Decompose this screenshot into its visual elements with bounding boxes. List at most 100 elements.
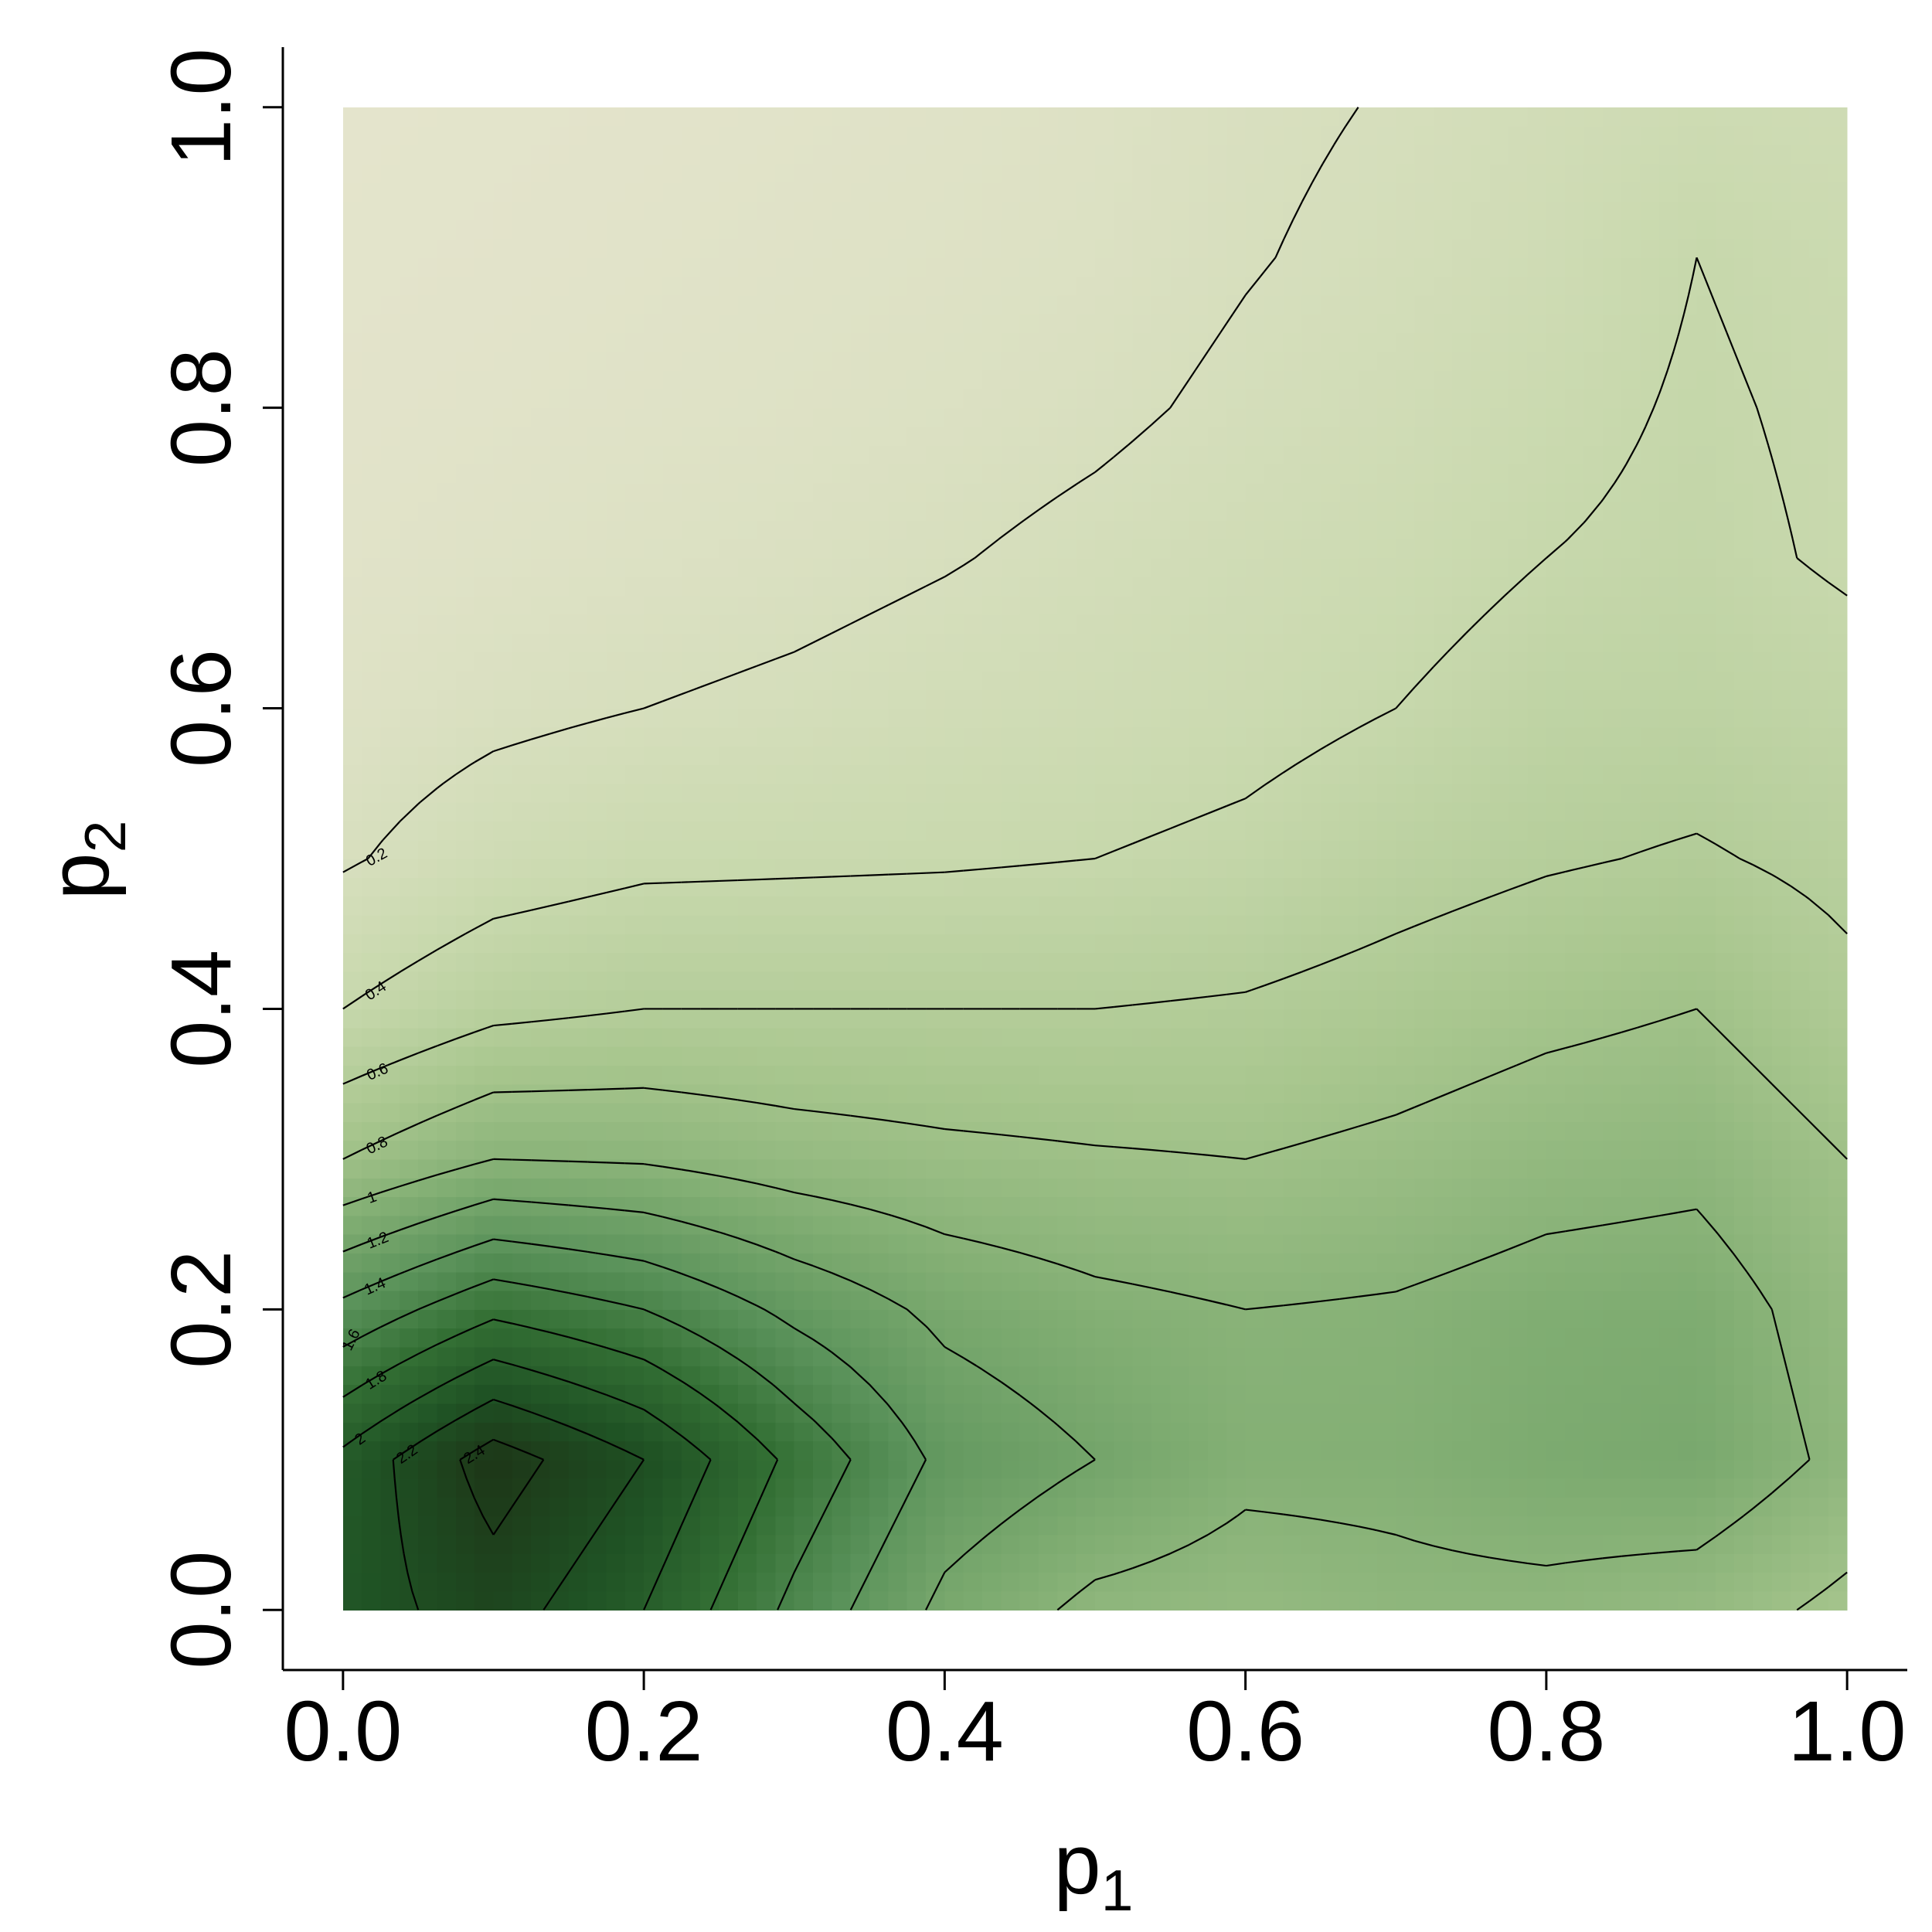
surface-cell — [474, 1009, 495, 1029]
surface-cell — [1358, 1515, 1378, 1536]
surface-cell — [1320, 1140, 1340, 1160]
surface-cell — [1001, 1009, 1021, 1029]
surface-cell — [1414, 839, 1434, 859]
surface-cell — [1658, 1497, 1679, 1517]
surface-cell — [1132, 783, 1152, 803]
surface-cell — [1565, 1271, 1585, 1291]
surface-cell — [1170, 1178, 1190, 1198]
surface-cell — [1001, 1215, 1021, 1235]
surface-cell — [1095, 633, 1114, 653]
surface-cell — [1602, 896, 1622, 916]
surface-cell — [926, 502, 945, 522]
surface-cell — [1828, 1065, 1848, 1085]
surface-cell — [1809, 934, 1829, 954]
surface-cell — [1734, 1515, 1754, 1536]
surface-cell — [700, 952, 720, 972]
surface-cell — [1527, 708, 1547, 728]
surface-cell — [1621, 1083, 1641, 1104]
surface-cell — [1170, 746, 1190, 766]
surface-cell — [1678, 1215, 1698, 1235]
surface-cell — [1114, 1553, 1134, 1573]
surface-cell — [681, 1121, 701, 1141]
surface-cell — [1170, 577, 1190, 597]
surface-cell — [982, 1215, 1002, 1235]
surface-cell — [549, 1234, 570, 1254]
surface-cell — [1170, 464, 1190, 484]
surface-cell — [1339, 990, 1359, 1010]
surface-cell — [775, 1440, 795, 1461]
surface-cell — [362, 520, 382, 540]
surface-cell — [455, 726, 475, 747]
surface-cell — [1678, 764, 1698, 784]
surface-cell — [1621, 1102, 1641, 1122]
surface-cell — [1715, 1535, 1735, 1554]
surface-cell — [1396, 1196, 1416, 1216]
surface-cell — [1039, 802, 1058, 821]
surface-cell — [1245, 1328, 1265, 1348]
surface-cell — [794, 708, 814, 728]
surface-cell — [813, 1271, 832, 1291]
surface-cell — [549, 1196, 570, 1216]
surface-cell — [568, 426, 588, 446]
surface-cell — [1414, 1366, 1434, 1386]
surface-cell — [493, 1328, 513, 1348]
surface-cell — [1264, 577, 1284, 597]
surface-cell — [1452, 1478, 1472, 1498]
surface-cell — [1301, 726, 1321, 747]
surface-cell — [1828, 651, 1848, 672]
surface-cell — [888, 952, 908, 972]
surface-cell — [531, 708, 551, 728]
surface-cell — [662, 520, 682, 540]
surface-cell — [418, 1515, 438, 1536]
surface-cell — [1189, 1384, 1209, 1404]
surface-cell — [906, 859, 927, 878]
surface-cell — [813, 1515, 832, 1536]
surface-cell — [1132, 1440, 1152, 1461]
surface-cell — [1546, 1291, 1566, 1310]
surface-cell — [719, 1497, 739, 1517]
surface-cell — [832, 1459, 852, 1479]
surface-cell — [1715, 1309, 1735, 1329]
surface-cell — [342, 1572, 362, 1592]
surface-cell — [1001, 802, 1021, 821]
surface-cell — [888, 1309, 908, 1329]
surface-cell — [813, 1440, 832, 1461]
surface-cell — [1245, 1196, 1265, 1216]
surface-cell — [1565, 1590, 1585, 1611]
surface-cell — [775, 877, 795, 897]
surface-cell — [1414, 1121, 1434, 1141]
surface-cell — [1301, 1478, 1321, 1498]
surface-cell — [719, 1178, 739, 1198]
surface-cell — [1583, 821, 1604, 841]
surface-cell — [1132, 1121, 1152, 1141]
surface-cell — [1339, 1046, 1359, 1066]
surface-cell — [1396, 1083, 1416, 1104]
surface-cell — [1396, 914, 1416, 934]
surface-cell — [662, 726, 682, 747]
surface-cell — [737, 464, 757, 484]
surface-cell — [1678, 896, 1698, 916]
surface-cell — [1433, 464, 1453, 484]
surface-cell — [1376, 1366, 1396, 1386]
surface-cell — [1076, 1497, 1096, 1517]
surface-cell — [474, 1046, 495, 1066]
surface-cell — [926, 1253, 945, 1273]
surface-cell — [455, 1497, 475, 1517]
surface-cell — [1095, 1083, 1114, 1104]
surface-cell — [1452, 839, 1472, 859]
surface-cell — [850, 1291, 870, 1310]
surface-cell — [1828, 614, 1848, 634]
surface-cell — [1358, 726, 1378, 747]
surface-cell — [963, 1422, 983, 1442]
surface-cell — [1132, 1083, 1152, 1104]
surface-cell — [1527, 1178, 1547, 1198]
surface-cell — [1226, 1590, 1247, 1611]
surface-cell — [342, 1309, 362, 1329]
surface-cell — [1114, 764, 1134, 784]
surface-cell — [926, 802, 945, 821]
surface-cell — [418, 1309, 438, 1329]
surface-cell — [1640, 1478, 1660, 1498]
surface-cell — [418, 558, 438, 578]
surface-cell — [606, 1121, 626, 1141]
surface-cell — [1376, 558, 1396, 578]
